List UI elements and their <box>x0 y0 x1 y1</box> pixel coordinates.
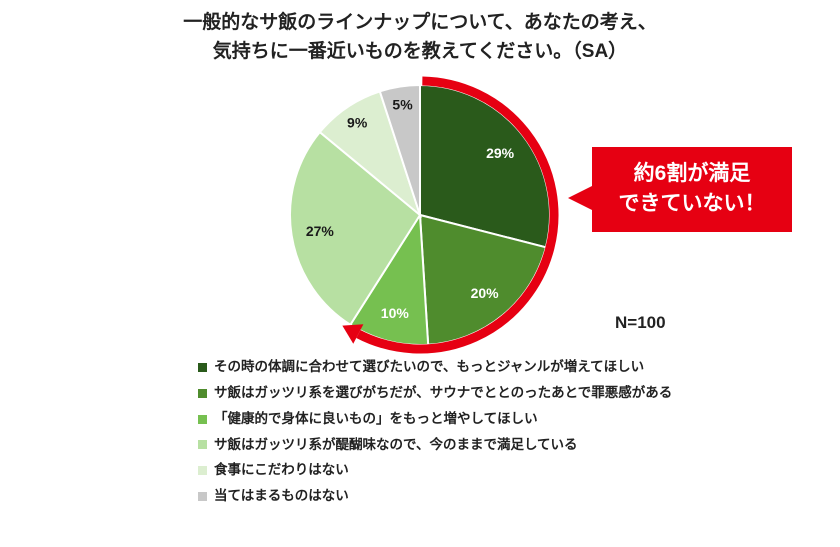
slice-percentage-label: 29% <box>486 145 515 161</box>
legend-item: サ飯はガッツリ系が醍醐味なので、今のままで満足している <box>198 436 672 453</box>
legend-label: その時の体調に合わせて選びたいので、もっとジャンルが増えてほしい <box>214 359 645 374</box>
callout-text-line2: できていない！ <box>618 192 766 216</box>
legend-swatch-icon <box>198 414 207 424</box>
chart-title: 一般的なサ飯のラインナップについて、あなたの考え、 気持ちに一番近いものを教えて… <box>0 8 840 67</box>
slice-percentage-label: 20% <box>471 285 500 301</box>
callout-bubble: 約6割が満足 できていない！ <box>568 147 792 232</box>
slice-percentage-label: 10% <box>381 305 410 321</box>
pie-chart: 29% 20% 10% 27% 9% 5% <box>289 76 559 354</box>
slice-percentage-label: 5% <box>392 97 413 113</box>
legend-label: 食事にこだわりはない <box>214 462 349 478</box>
legend-swatch-icon <box>198 492 207 502</box>
legend: その時の体調に合わせて選びたいので、もっとジャンルが増えてほしい サ飯はガッツリ系… <box>198 359 673 515</box>
highlight-arc-arrowhead-icon <box>342 324 364 344</box>
chart-title-line2: 気持ちに一番近いものを教えてください。（SA） <box>212 41 628 63</box>
legend-label: サ飯はガッツリ系が醍醐味なので、今のままで満足している <box>214 436 578 452</box>
slice-percentage-label: 9% <box>347 115 368 131</box>
pie-slice <box>378 83 421 216</box>
legend-swatch-icon <box>198 388 207 398</box>
legend-label: 当てはまるものはない <box>214 488 349 504</box>
legend-swatch-icon <box>198 466 207 476</box>
legend-swatch-icon <box>198 362 207 372</box>
slice-percentage-label: 27% <box>306 223 335 239</box>
legend-item: 食事にこだわりはない <box>198 463 672 478</box>
legend-label: サ飯はガッツリ系を選びがちだが、サウナでととのったあとで罪悪感がある <box>214 384 673 400</box>
legend-label: 「健康的で身体に良いもの」をもっと増やしてほしい <box>214 410 538 426</box>
highlight-arc <box>356 76 559 354</box>
chart-title-line1: 一般的なサ飯のラインナップについて、あなたの考え、 <box>183 12 657 33</box>
legend-swatch-icon <box>198 440 207 450</box>
legend-item: 当てはまるものはない <box>198 488 672 504</box>
callout-text-line1: 約6割が満足 <box>633 162 751 185</box>
legend-item: その時の体調に合わせて選びたいので、もっとジャンルが増えてほしい <box>198 359 672 375</box>
sample-size-label: N=100 <box>615 313 666 332</box>
legend-item: 「健康的で身体に良いもの」をもっと増やしてほしい <box>198 410 672 427</box>
legend-item: サ飯はガッツリ系を選びがちだが、サウナでととのったあとで罪悪感がある <box>198 384 673 401</box>
callout-tail-arrow <box>568 185 594 211</box>
pie-slice <box>289 130 422 327</box>
